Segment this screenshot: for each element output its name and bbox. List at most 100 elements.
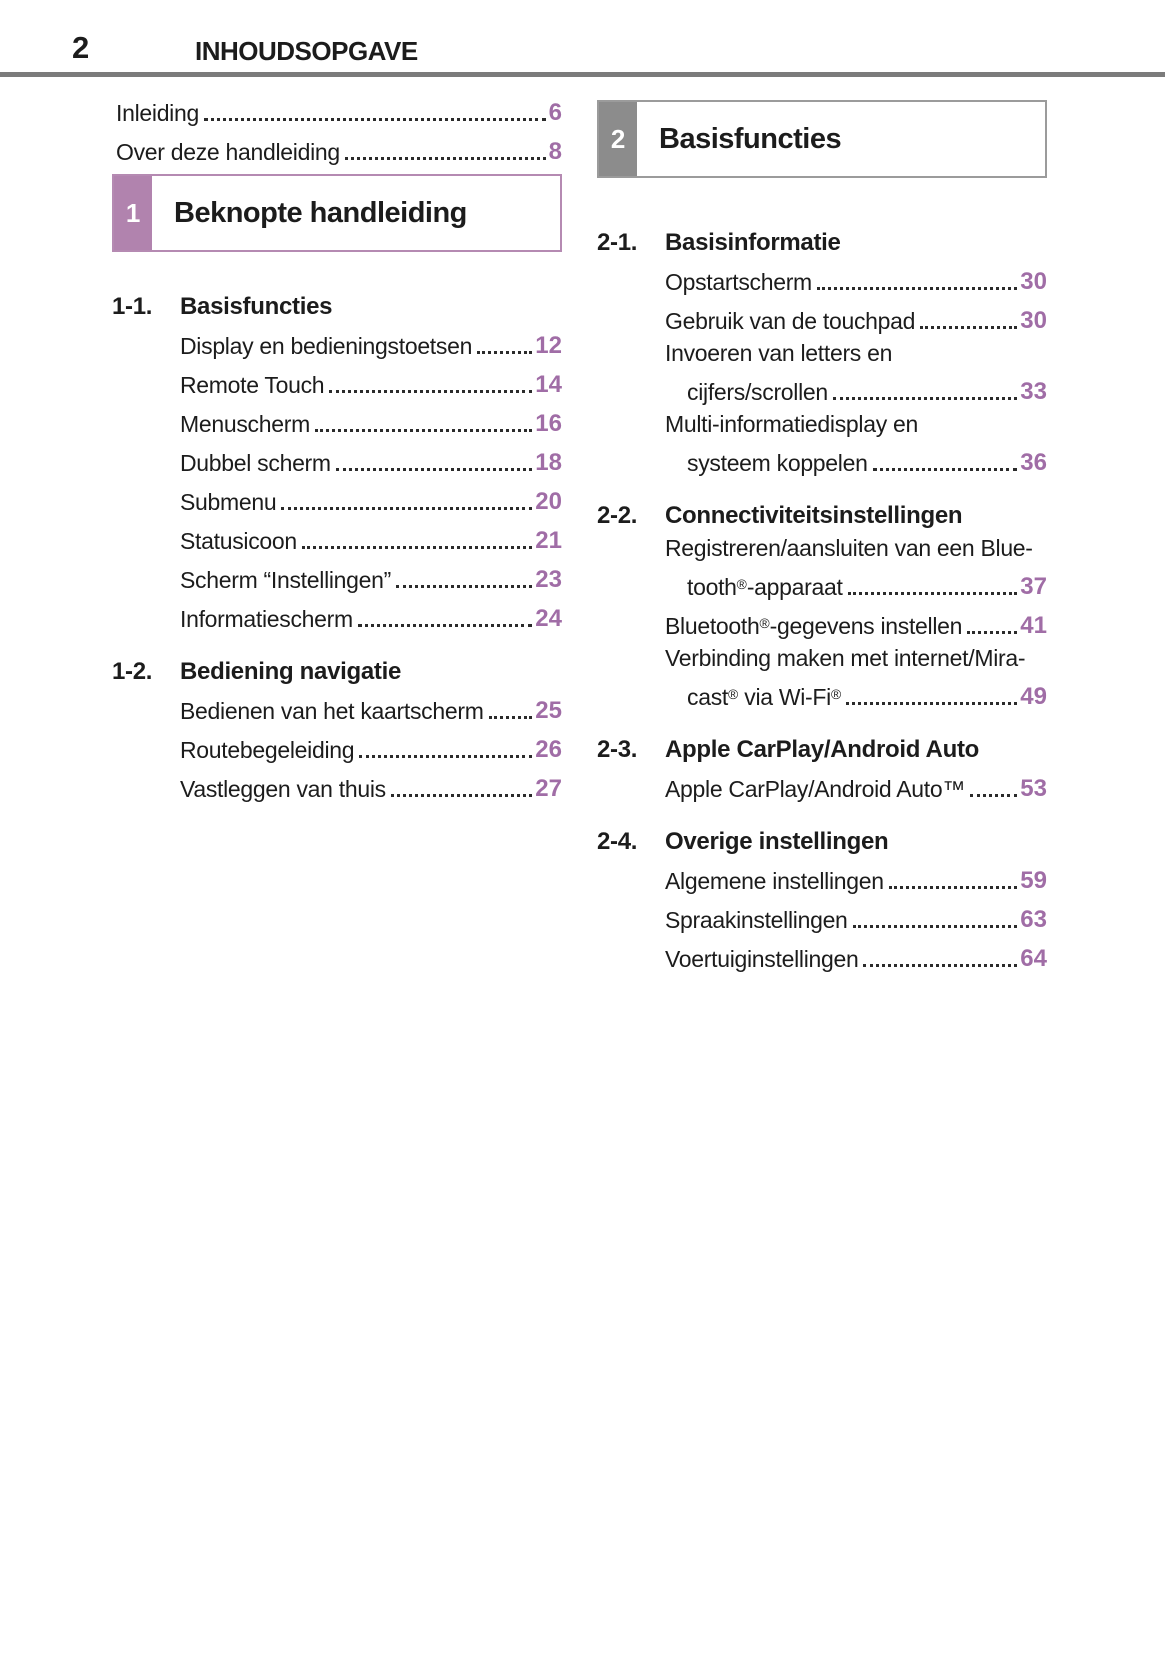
toc-entry-label: Display en bedieningstoetsen — [180, 333, 473, 359]
section-heading: 1-2. Bediening navigatie — [112, 647, 562, 686]
toc-entry-label: Routebegeleiding — [180, 737, 355, 763]
toc-entry-first-line: Verbinding maken met internet/Mira- — [665, 645, 1026, 671]
section-heading: 2-1. Basisinformatie — [597, 218, 1047, 257]
chapter-title: Basisfuncties — [659, 122, 842, 155]
toc-page-number: 30 — [1020, 307, 1047, 334]
section-heading: 2-3. Apple CarPlay/Android Auto — [597, 725, 1047, 764]
toc-page-number: 6 — [548, 99, 562, 126]
toc-entry: Algemene instellingen 59 — [597, 856, 1047, 895]
toc-section: 2-3. Apple CarPlay/Android Auto Apple CarP… — [597, 725, 1047, 803]
toc-section: 2-4. Overige instellingen Algemene instell… — [597, 817, 1047, 973]
toc-entry: Voertuiginstellingen 64 — [597, 934, 1047, 973]
toc-page-number: 49 — [1020, 683, 1047, 710]
toc-entry-label: Gebruik van de touchpad — [665, 308, 916, 334]
dot-leader — [872, 468, 1018, 471]
chapter-number-tab: 1 — [114, 176, 152, 250]
dot-leader — [344, 157, 546, 160]
section-title: Overige instellingen — [665, 828, 889, 855]
section-heading: 2-4. Overige instellingen — [597, 817, 1047, 856]
dot-leader — [396, 585, 533, 588]
dot-leader — [359, 755, 533, 758]
toc-entry-label: Inleiding — [116, 100, 199, 126]
toc-entry: Over deze handleiding 8 — [112, 127, 562, 166]
dot-leader — [477, 351, 533, 354]
section-heading: 1-1. Basisfuncties — [112, 282, 562, 321]
dot-leader — [852, 925, 1018, 928]
toc-entry-label: cast® via Wi-Fi® — [687, 684, 842, 710]
dot-leader — [314, 429, 533, 432]
page-header-title: INHOUDSOPGAVE — [195, 36, 418, 66]
toc-entry: tooth®-apparaat 37 — [597, 562, 1047, 601]
section-title: Connectiviteitsinstellingen — [665, 502, 963, 529]
section-number: 2-4. — [597, 828, 638, 855]
toc-page-number: 53 — [1020, 775, 1047, 802]
page-header: 2 INHOUDSOPGAVE — [0, 0, 1165, 72]
dot-leader — [329, 390, 533, 393]
section-number: 1-2. — [112, 658, 153, 685]
toc-entry-label: Remote Touch — [180, 372, 325, 398]
left-sections: 1-1. Basisfuncties Display en bedieningsto… — [112, 282, 562, 803]
toc-entry-label: Statusicoon — [180, 528, 297, 554]
toc-entry: Bluetooth®-gegevens instellen 41 — [597, 601, 1047, 640]
right-column: 2 Basisfuncties 2-1. Basisinformatie Opsta… — [597, 100, 1047, 973]
toc-page-number: 25 — [535, 697, 562, 724]
section-number: 1-1. — [112, 293, 153, 320]
toc-entry: cast® via Wi-Fi® 49 — [597, 672, 1047, 711]
toc-entry: Dubbel scherm 18 — [112, 438, 562, 477]
section-title: Apple CarPlay/Android Auto — [665, 736, 979, 763]
toc-entry-label: Submenu — [180, 489, 277, 515]
dot-leader — [846, 702, 1018, 705]
toc-entry-label: Algemene instellingen — [665, 868, 884, 894]
toc-page-number: 14 — [535, 371, 562, 398]
toc-entry-label: Over deze handleiding — [116, 139, 340, 165]
section-number: 2-2. — [597, 502, 638, 529]
toc-page-number: 18 — [535, 449, 562, 476]
toc-entry: Routebegeleiding 26 — [112, 725, 562, 764]
header-rule — [0, 72, 1165, 77]
toc-page-number: 8 — [548, 138, 562, 165]
dot-leader — [301, 546, 533, 549]
toc-page-number: 63 — [1020, 906, 1047, 933]
toc-entry: Display en bedieningstoetsen 12 — [112, 321, 562, 360]
toc-entry: Statusicoon 21 — [112, 516, 562, 555]
toc-entry: Opstartscherm 30 — [597, 257, 1047, 296]
toc-entry-first-line: Multi-informatiedisplay en — [665, 411, 918, 437]
toc-entry: systeem koppelen 36 — [597, 438, 1047, 477]
section-number: 2-1. — [597, 229, 638, 256]
toc-page-number: 16 — [535, 410, 562, 437]
dot-leader — [488, 716, 533, 719]
section-title: Bediening navigatie — [180, 658, 402, 685]
toc-entry: Vastleggen van thuis 27 — [112, 764, 562, 803]
right-sections: 2-1. Basisinformatie Opstartscherm 30 Gebrui… — [597, 218, 1047, 973]
toc-section: 2-2. Connectiviteitsinstellingen Registrer… — [597, 491, 1047, 711]
toc-entry: Remote Touch 14 — [112, 360, 562, 399]
dot-leader — [335, 468, 533, 471]
dot-leader — [357, 624, 533, 627]
toc-entry: cijfers/scrollen 33 — [597, 367, 1047, 406]
chapter-1-banner: 1 Beknopte handleiding — [112, 174, 562, 252]
toc-page-number: 36 — [1020, 449, 1047, 476]
section-number: 2-3. — [597, 736, 638, 763]
toc-entry: Inleiding 6 — [112, 88, 562, 127]
toc-entry-label: Menuscherm — [180, 411, 310, 437]
dot-leader — [203, 118, 546, 121]
toc-page-number: 33 — [1020, 378, 1047, 405]
toc-section: 1-2. Bediening navigatie Bedienen van het … — [112, 647, 562, 803]
chapter-number-tab: 2 — [599, 102, 637, 176]
toc-section: 2-1. Basisinformatie Opstartscherm 30 Gebrui… — [597, 218, 1047, 477]
toc-page-number: 30 — [1020, 268, 1047, 295]
toc-entry: Menuscherm 16 — [112, 399, 562, 438]
page-number: 2 — [72, 30, 90, 65]
toc-page-number: 59 — [1020, 867, 1047, 894]
toc-entry-label: Dubbel scherm — [180, 450, 331, 476]
toc-page-number: 27 — [535, 775, 562, 802]
toc-entry-label: Scherm “Instellingen” — [180, 567, 392, 593]
dot-leader — [281, 507, 533, 510]
toc-page-number: 24 — [535, 605, 562, 632]
toc-entry-label: Spraakinstellingen — [665, 907, 848, 933]
toc-entry: Scherm “Instellingen” 23 — [112, 555, 562, 594]
section-heading: 2-2. Connectiviteitsinstellingen — [597, 491, 1047, 530]
toc-entry-label: Voertuiginstellingen — [665, 946, 859, 972]
toc-page-number: 64 — [1020, 945, 1047, 972]
chapter-title: Beknopte handleiding — [174, 196, 467, 229]
